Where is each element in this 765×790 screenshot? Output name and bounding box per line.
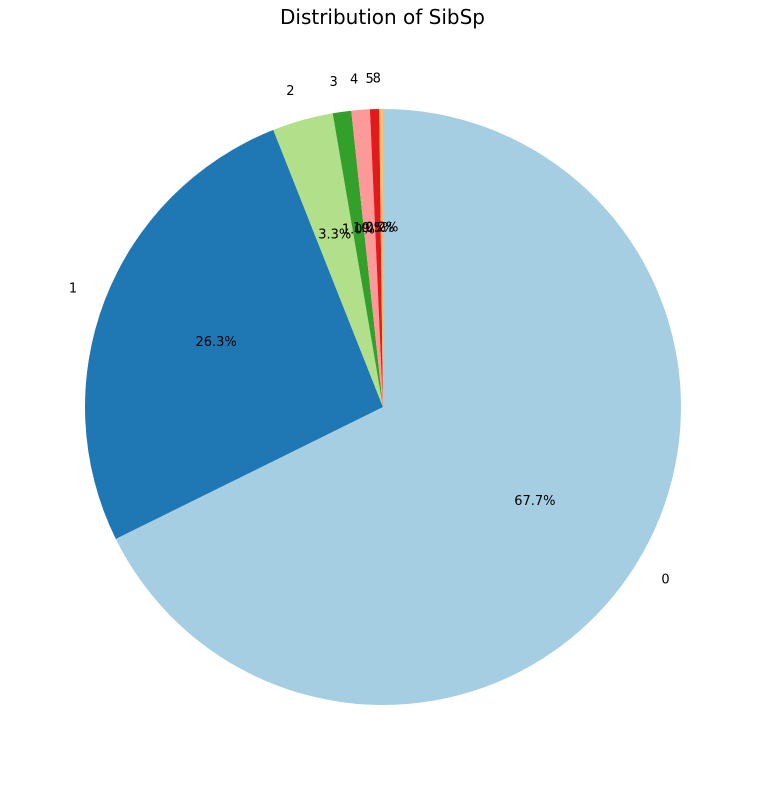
pie-slice-1 — [85, 129, 383, 539]
percent-label-0: 67.7% — [514, 494, 555, 509]
slice-label-1: 1 — [69, 282, 77, 297]
pie-slice-0 — [115, 109, 682, 705]
pie-slices — [85, 109, 682, 705]
slice-label-3: 3 — [330, 75, 338, 90]
slice-label-0: 0 — [661, 573, 669, 588]
slice-label-2: 2 — [286, 84, 294, 99]
percent-label-5: 0.5% — [361, 221, 394, 236]
pie-slice-5 — [369, 109, 383, 407]
slice-label-8: 8 — [373, 72, 381, 87]
pie-slice-3 — [332, 110, 383, 407]
percent-label-1: 26.3% — [195, 335, 236, 350]
percent-label-3: 1.0% — [342, 222, 375, 237]
percent-label-8: 0.2% — [365, 221, 398, 236]
pie-labels: 0 67.7% 1 26.3% 2 3.3% 3 1.0% 4 1.0% 5 0.5% 8 0.2% — [69, 72, 670, 588]
pie-slice-4 — [351, 109, 383, 408]
percent-label-2: 3.3% — [318, 227, 351, 242]
chart-title: Distribution of SibSp — [279, 5, 485, 29]
percent-label-4: 1.0% — [353, 221, 386, 236]
pie-slice-8 — [379, 109, 383, 407]
slice-label-4: 4 — [350, 73, 358, 88]
slice-label-5: 5 — [365, 72, 373, 87]
pie-slice-2 — [273, 113, 383, 408]
